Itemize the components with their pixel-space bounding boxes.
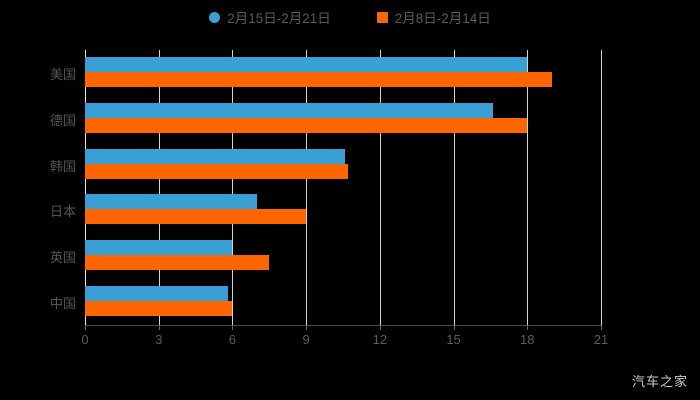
x-axis-line	[85, 325, 602, 326]
legend-label: 2月15日-2月21日	[227, 11, 331, 26]
bar-group	[85, 148, 601, 179]
y-axis-label: 德国	[49, 112, 76, 128]
x-axis-tick-mark	[379, 325, 381, 330]
x-axis-tick-label: 21	[593, 332, 609, 347]
x-axis-tick-label: 15	[446, 332, 461, 347]
plot-area	[85, 50, 602, 325]
watermark: 汽车之家	[631, 374, 688, 389]
legend-square-marker-icon	[376, 11, 388, 23]
bar-group	[85, 286, 601, 317]
gridline-6	[232, 50, 234, 325]
bar	[85, 102, 493, 118]
gridline-12	[379, 50, 381, 325]
y-axis-label: 中国	[49, 296, 76, 312]
x-axis-tick-mark	[232, 325, 234, 330]
y-axis-label: 英国	[49, 250, 76, 266]
gridline-15	[453, 50, 455, 325]
bar	[85, 71, 552, 87]
legend-item-1[interactable]: 2月15日-2月21日	[209, 7, 331, 27]
bar	[85, 148, 346, 164]
bar	[85, 301, 233, 317]
legend-item-2[interactable]: 2月8日-2月14日	[376, 7, 491, 27]
x-axis-tick-mark	[306, 325, 308, 330]
gridline-3	[158, 50, 160, 325]
legend-label: 2月8日-2月14日	[394, 11, 491, 26]
legend-circle-marker-icon	[209, 11, 221, 23]
bar	[85, 163, 348, 179]
x-axis-tick-label: 3	[155, 332, 163, 347]
chart-legend: 2月15日-2月21日 2月8日-2月14日	[0, 7, 700, 27]
y-axis-labels: 美国德国韩国日本英国中国	[0, 50, 76, 325]
y-axis-label: 韩国	[49, 158, 76, 174]
bar	[85, 194, 257, 210]
gridline-0	[85, 50, 86, 325]
gridline-21	[601, 50, 602, 325]
gridline-9	[306, 50, 308, 325]
x-axis-tick-mark	[601, 325, 602, 330]
gridline-18	[527, 50, 529, 325]
bar-group	[85, 102, 601, 133]
x-axis-tick-label: 6	[228, 332, 237, 347]
bar	[85, 209, 307, 225]
y-axis-label: 美国	[49, 66, 76, 82]
bar	[85, 255, 270, 271]
bar-group	[85, 194, 601, 225]
y-axis-label: 日本	[49, 204, 76, 220]
x-axis-tick-label: 9	[302, 332, 310, 347]
bar	[85, 286, 228, 302]
x-axis-tick-mark	[527, 325, 529, 330]
x-axis-tick-label: 18	[520, 332, 535, 347]
x-axis-tick-mark	[158, 325, 160, 330]
bar-group	[85, 240, 601, 271]
bar-group	[85, 56, 601, 87]
x-axis-tick-mark	[453, 325, 455, 330]
x-axis-tick-label: 0	[81, 332, 89, 347]
x-axis-tick-mark	[85, 325, 86, 330]
bar	[85, 240, 233, 256]
bar	[85, 56, 528, 72]
bar	[85, 117, 528, 133]
x-axis-tick-label: 12	[372, 332, 388, 347]
